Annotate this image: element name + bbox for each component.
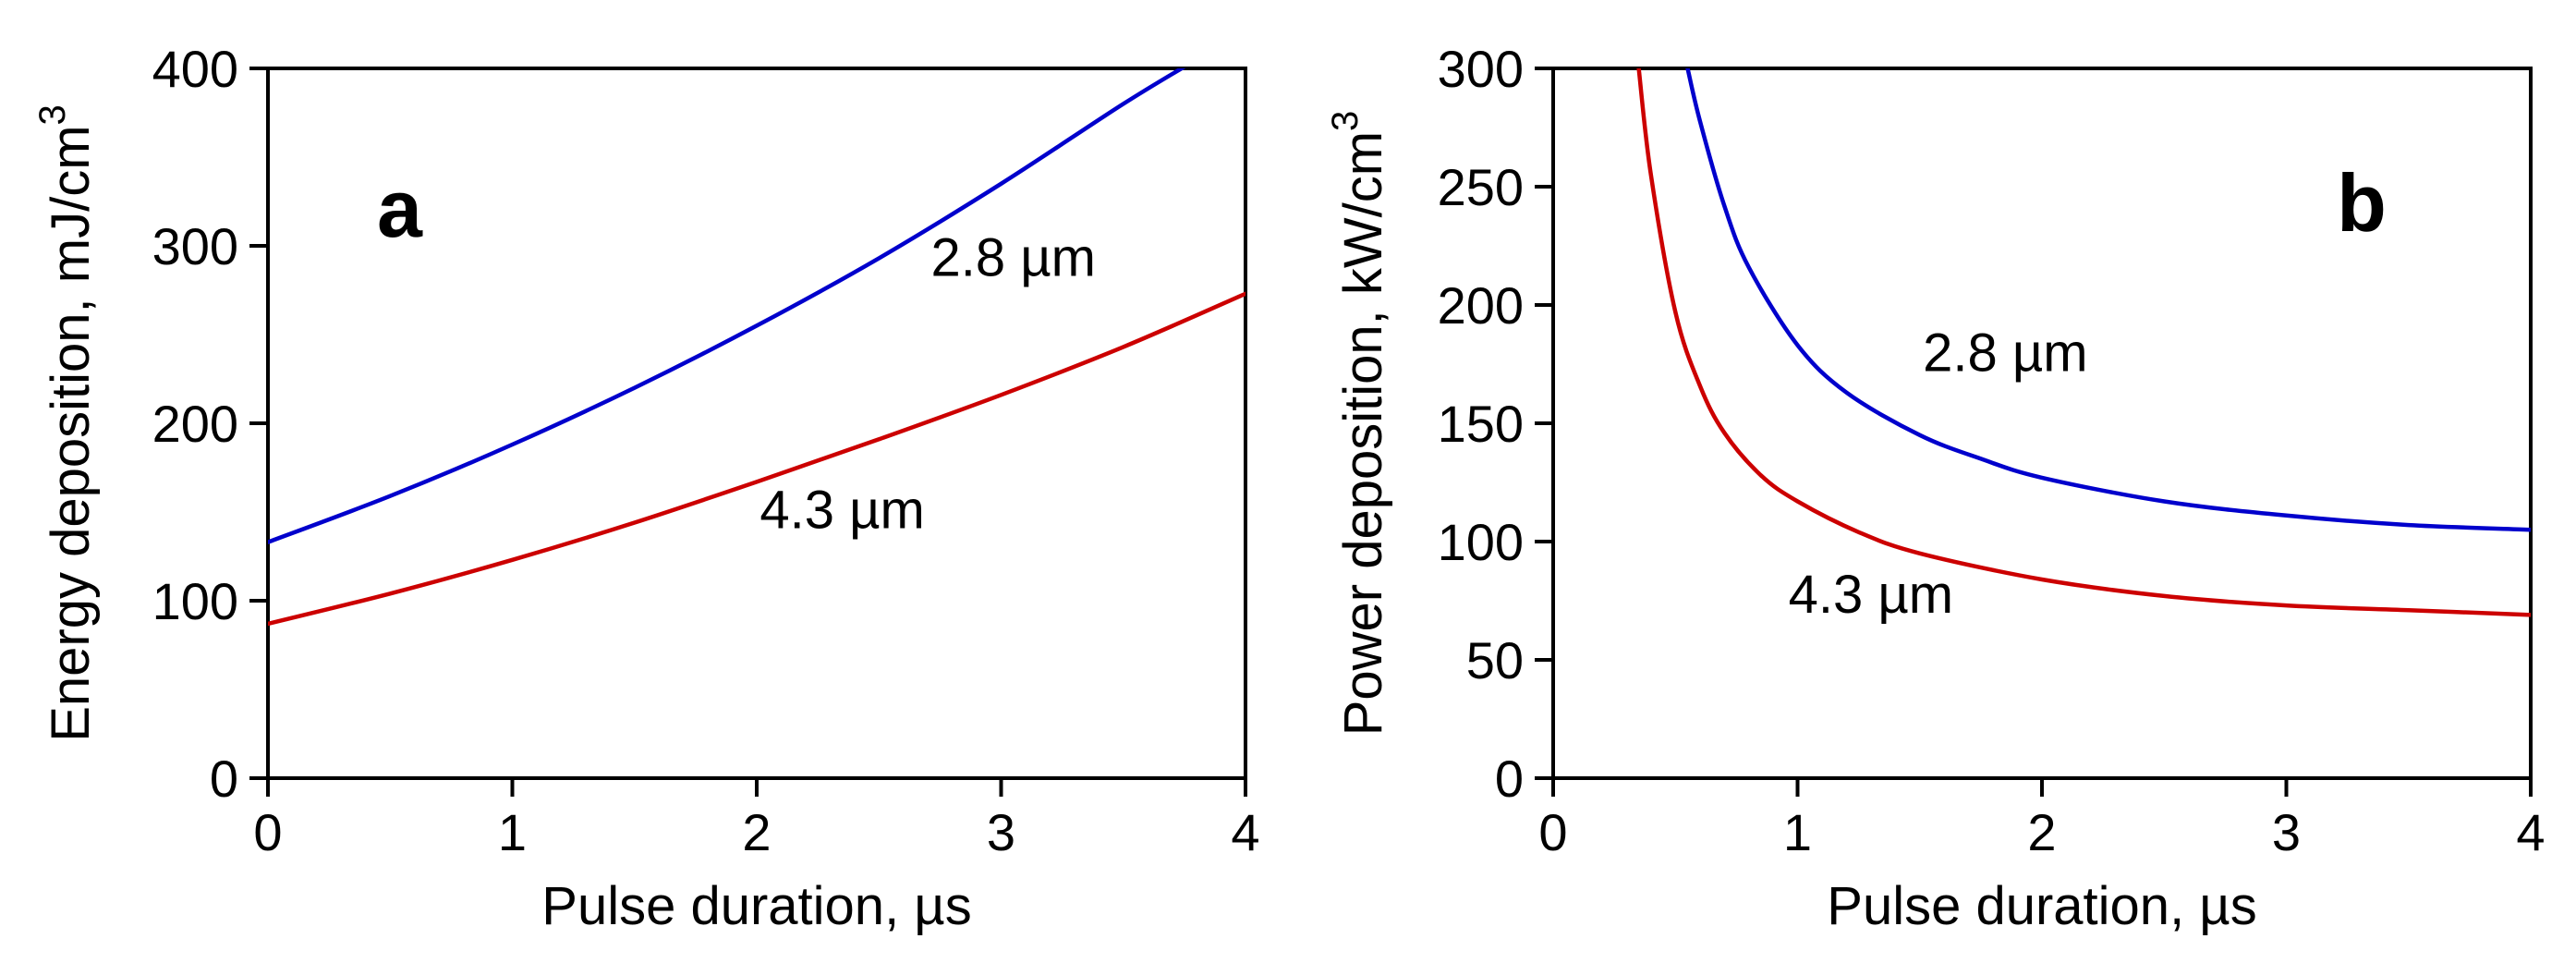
panel-b-y-tick-label: 150 bbox=[1438, 395, 1524, 453]
panel-a-y-tick-label: 100 bbox=[152, 572, 238, 630]
panel-a-curve-label: 4.3 µm bbox=[759, 480, 924, 540]
panel-b-power-deposition: 0 1 2 3 4 0 50 100 150 200 250 300 2.8 µm 4.3 µm b P… bbox=[1325, 40, 2546, 936]
panel-a-y-axis-title: Energy deposition, mJ/cm3 bbox=[32, 104, 101, 742]
panel-b-y-tick-label: 100 bbox=[1438, 513, 1524, 571]
panel-a-y-tick-label: 300 bbox=[152, 217, 238, 275]
panel-b-y-tick-label: 0 bbox=[1495, 750, 1524, 808]
panel-a-y-axis-title-main: Energy deposition, mJ/cm bbox=[41, 125, 101, 741]
panel-b-x-tick-label: 3 bbox=[2272, 803, 2301, 861]
panel-a-x-tick-label: 1 bbox=[498, 803, 527, 861]
panel-a-tick-labels: 0 1 2 3 4 0 100 200 300 400 bbox=[152, 40, 1260, 861]
panel-b-x-tick-label: 2 bbox=[2027, 803, 2056, 861]
panel-b-y-tick-label: 50 bbox=[1466, 631, 1524, 689]
panel-b-x-tick-label: 1 bbox=[1783, 803, 1812, 861]
panel-a-curve-labels: 2.8 µm 4.3 µm bbox=[759, 228, 1096, 541]
panel-b-series-line-4-3-m bbox=[1636, 68, 2531, 617]
panel-b-series-line-2-8-m bbox=[1685, 68, 2531, 532]
panel-a-curves bbox=[268, 68, 1245, 627]
panel-b-letter: b bbox=[2337, 157, 2387, 249]
panel-a-x-tick-label: 3 bbox=[987, 803, 1015, 861]
panel-a-x-tick-label: 2 bbox=[742, 803, 771, 861]
panel-a-x-axis-title: Pulse duration, µs bbox=[541, 876, 971, 936]
panel-b-y-axis-title: Power deposition, kW/cm3 bbox=[1325, 111, 1393, 737]
panel-b-tick-labels: 0 1 2 3 4 0 50 100 150 200 250 300 bbox=[1438, 40, 2546, 861]
panel-b-y-axis-title-superscript: 3 bbox=[1325, 111, 1366, 131]
panel-a-series-line-2-8-m bbox=[268, 68, 1186, 544]
panel-a-energy-deposition: 0 1 2 3 4 0 100 200 300 400 2.8 µm 4.3 µm a Pulse … bbox=[32, 40, 1260, 936]
panel-a-x-tick-label: 4 bbox=[1231, 803, 1259, 861]
panel-b-y-tick-label: 250 bbox=[1438, 158, 1524, 216]
panel-b-x-axis-title: Pulse duration, µs bbox=[1827, 876, 2256, 936]
panel-b-y-tick-label: 300 bbox=[1438, 40, 1524, 98]
panel-b-y-tick-label: 200 bbox=[1438, 276, 1524, 335]
panel-b-ticks bbox=[1535, 67, 2533, 797]
panel-b-x-tick-label: 0 bbox=[1538, 803, 1567, 861]
panel-a-x-tick-label: 0 bbox=[253, 803, 282, 861]
panel-b-curves bbox=[1636, 68, 2531, 617]
panel-a-y-tick-label: 400 bbox=[152, 40, 238, 98]
panel-a-y-tick-label: 200 bbox=[152, 395, 238, 453]
panel-b-y-axis-title-main: Power deposition, kW/cm bbox=[1333, 131, 1393, 736]
panel-a-y-tick-label: 0 bbox=[210, 750, 238, 808]
panel-b-x-tick-label: 4 bbox=[2516, 803, 2545, 861]
panel-a-curve-label: 2.8 µm bbox=[930, 228, 1095, 288]
panel-b-curve-labels: 2.8 µm 4.3 µm bbox=[1789, 323, 2088, 625]
panel-a-y-axis-title-superscript: 3 bbox=[32, 104, 73, 125]
panel-b-curve-label: 4.3 µm bbox=[1789, 565, 1953, 625]
panel-a-letter: a bbox=[377, 163, 423, 254]
panel-a-ticks bbox=[249, 67, 1247, 797]
panel-b-curve-label: 2.8 µm bbox=[1923, 323, 2087, 384]
panel-a-series-line-4-3-m bbox=[268, 291, 1245, 627]
